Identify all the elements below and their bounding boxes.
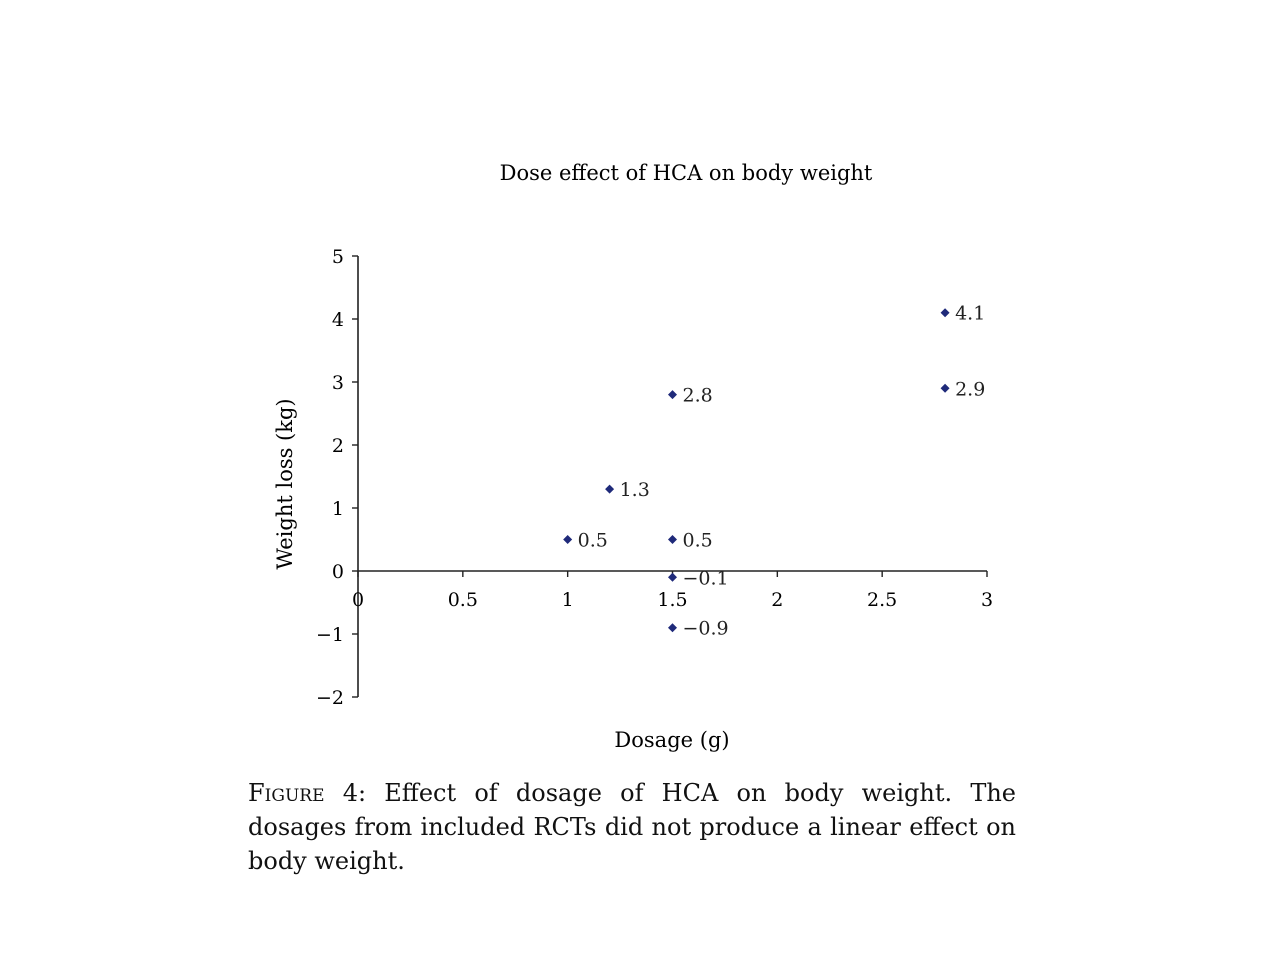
axes — [352, 255, 988, 698]
data-label: 2.8 — [683, 385, 713, 407]
x-tick-label: 0 — [352, 589, 364, 611]
data-label: −0.1 — [683, 567, 729, 589]
y-tick-label: 4 — [332, 309, 344, 331]
data-point — [940, 383, 950, 393]
y-tick-label: −1 — [316, 624, 344, 646]
data-point — [563, 535, 573, 544]
y-axis-label: Weight loss (kg) — [273, 398, 297, 569]
data-point — [668, 390, 677, 400]
data-point — [668, 572, 677, 582]
y-tick-label: 1 — [332, 498, 344, 520]
data-point — [940, 308, 950, 318]
y-tick-label: −2 — [316, 687, 344, 709]
y-tick-label: 0 — [332, 561, 344, 583]
data-points: 0.5 1.3 2.8 0.5 −0.1 −0.9 4.1 2.9 — [563, 303, 985, 640]
data-label: 2.9 — [955, 378, 985, 400]
x-tick-label: 2.5 — [867, 589, 897, 611]
x-tick-label: 3 — [981, 589, 993, 611]
data-label: 0.5 — [683, 530, 713, 552]
figure-caption: Figure 4: Effect of dosage of HCA on bod… — [248, 776, 1016, 878]
y-tick-label: 5 — [332, 246, 344, 268]
chart-title: Dose effect of HCA on body weight — [500, 161, 873, 185]
x-tick-label: 0.5 — [448, 589, 478, 611]
tick-labels: −2 −1 0 1 2 3 4 5 0 0.5 1 1.5 2 2.5 3 — [316, 246, 993, 709]
figure-label: Figure 4: — [248, 779, 367, 807]
data-label: 4.1 — [955, 303, 985, 325]
data-label: 0.5 — [578, 530, 608, 552]
data-label: −0.9 — [683, 618, 729, 640]
caption-text: Effect of dosage of HCA on body weight. … — [248, 779, 1016, 875]
data-point — [668, 623, 677, 633]
data-point — [668, 535, 677, 544]
x-tick-label: 1.5 — [657, 589, 687, 611]
x-axis-label: Dosage (g) — [614, 728, 729, 752]
y-tick-label: 3 — [332, 372, 344, 394]
data-point — [605, 484, 615, 494]
x-tick-label: 1 — [562, 589, 574, 611]
data-label: 1.3 — [620, 479, 650, 501]
x-tick-label: 2 — [771, 589, 783, 611]
y-tick-label: 2 — [332, 435, 344, 457]
